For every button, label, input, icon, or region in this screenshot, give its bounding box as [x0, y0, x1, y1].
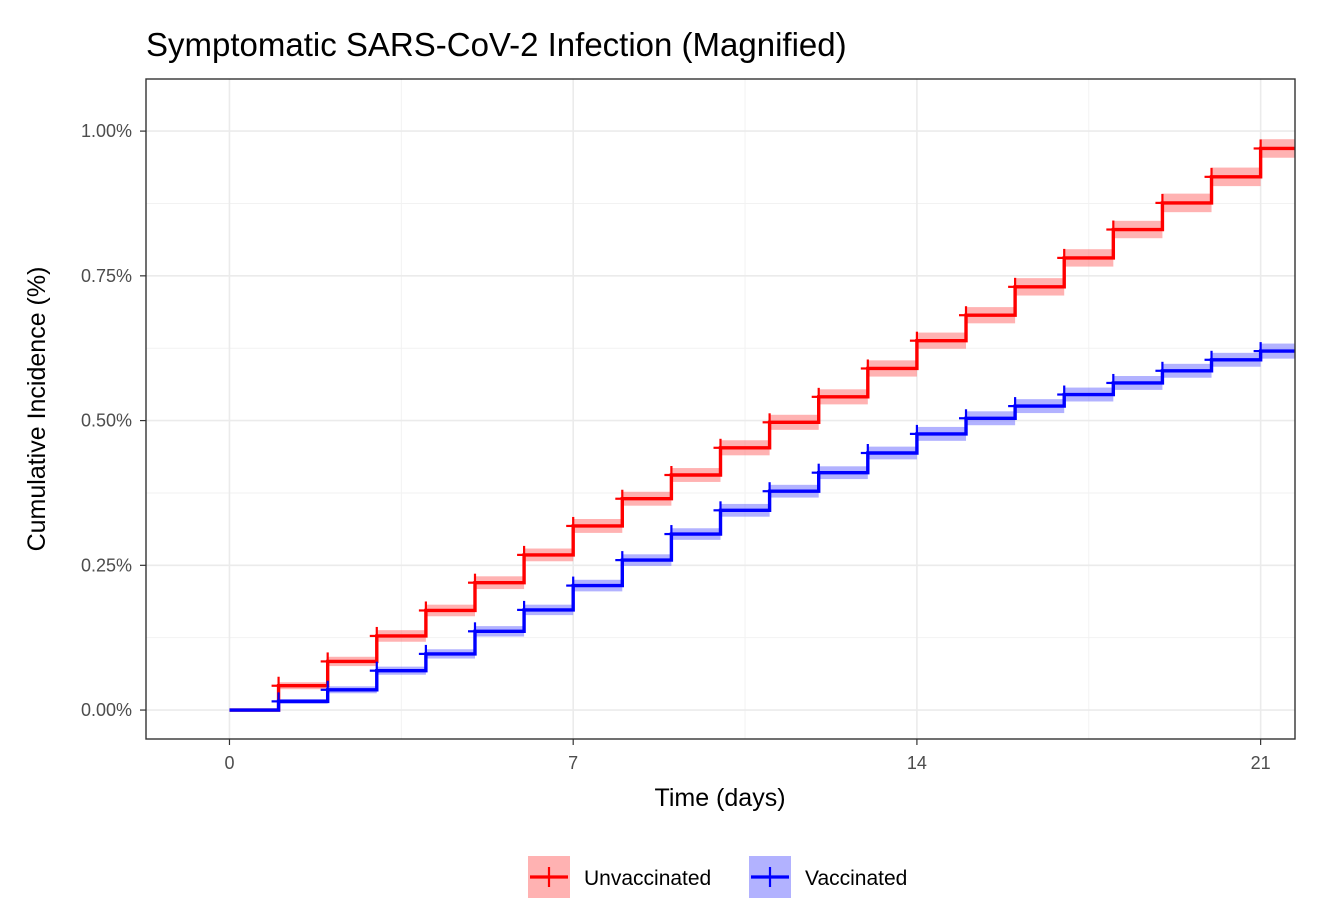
vaccinated-censor-mark: [1155, 361, 1170, 380]
unvaccinated-censor-mark: [369, 626, 384, 645]
panel-border: [145, 78, 1296, 740]
vaccinated-censor-mark: [1204, 350, 1219, 369]
unvaccinated-censor-mark: [566, 516, 581, 535]
vaccinated-censor-mark: [1057, 385, 1072, 404]
unvaccinated-censor-mark: [959, 306, 974, 325]
unvaccinated-censor-mark: [909, 331, 924, 350]
legend-label-unvaccinated: Unvaccinated: [584, 867, 711, 890]
x-tick-label: 0: [224, 753, 234, 773]
y-tick-label: 1.00%: [81, 121, 132, 141]
vaccinated-censor-mark: [762, 482, 777, 501]
vaccinated-censor-mark: [369, 661, 384, 680]
unvaccinated-censor-mark: [1155, 193, 1170, 212]
vaccinated-censor-mark: [959, 409, 974, 428]
unvaccinated-censor-mark: [860, 359, 875, 378]
y-axis: 0.00% 0.25% 0.50% 0.75% 1.00%: [81, 121, 146, 720]
unvaccinated-censor-mark: [1204, 167, 1219, 186]
censor-marks: [271, 139, 1268, 711]
vaccinated-censor-mark: [566, 576, 581, 595]
vaccinated-censor-mark: [615, 551, 630, 570]
x-axis-title: Time (days): [654, 784, 785, 812]
unvaccinated-censor-mark: [811, 387, 826, 406]
unvaccinated-censor-mark: [1008, 277, 1023, 296]
chart-title: Symptomatic SARS-CoV-2 Infection (Magnif…: [146, 26, 847, 63]
vaccinated-censor-mark: [1253, 342, 1268, 361]
vaccinated-censor-mark: [467, 622, 482, 641]
unvaccinated-censor-mark: [664, 466, 679, 484]
unvaccinated-censor-mark: [320, 652, 335, 671]
vaccinated-censor-mark: [1008, 397, 1023, 416]
x-tick-label: 7: [568, 753, 578, 773]
vaccinated-censor-mark: [664, 525, 679, 544]
vaccinated-censor-mark: [320, 680, 335, 699]
unvaccinated-censor-mark: [1106, 220, 1121, 239]
grid-major: [146, 79, 1295, 739]
unvaccinated-censor-mark: [1057, 248, 1072, 267]
y-axis-title: Cumulative Incidence (%): [23, 267, 51, 552]
plot-area: [145, 78, 1296, 740]
vaccinated-censor-mark: [271, 692, 286, 711]
vaccinated-censor-mark: [713, 501, 728, 520]
unvaccinated-censor-mark: [713, 438, 728, 457]
x-tick-label: 14: [907, 753, 927, 773]
legend-label-vaccinated: Vaccinated: [805, 867, 907, 890]
unvaccinated-censor-mark: [418, 601, 433, 620]
unvaccinated-censor-mark: [615, 489, 630, 508]
vaccinated-censor-mark: [517, 600, 532, 619]
vaccinated-censor-mark: [418, 644, 433, 663]
vaccinated-censor-mark: [1106, 373, 1121, 392]
x-tick-label: 21: [1251, 753, 1271, 773]
y-tick-label: 0.75%: [81, 266, 132, 286]
unvaccinated-censor-mark: [762, 413, 777, 432]
vaccinated-censor-mark: [909, 424, 924, 443]
unvaccinated-censor-mark: [1253, 139, 1268, 158]
unvaccinated-censor-mark: [271, 676, 286, 695]
vaccinated-censor-mark: [860, 444, 875, 462]
y-tick-label: 0.25%: [81, 555, 132, 575]
grid-minor: [146, 79, 1295, 739]
unvaccinated-censor-mark: [467, 573, 482, 592]
legend-item-unvaccinated: Unvaccinated: [528, 856, 711, 898]
legend: Unvaccinated Vaccinated: [528, 856, 907, 898]
vaccinated-censor-mark: [811, 463, 826, 482]
panel-background: [146, 79, 1295, 739]
unvaccinated-censor-mark: [517, 545, 532, 564]
x-axis: 0 7 14 21: [224, 739, 1271, 773]
legend-item-vaccinated: Vaccinated: [749, 856, 907, 898]
y-tick-label: 0.50%: [81, 411, 132, 431]
y-tick-label: 0.00%: [81, 700, 132, 720]
